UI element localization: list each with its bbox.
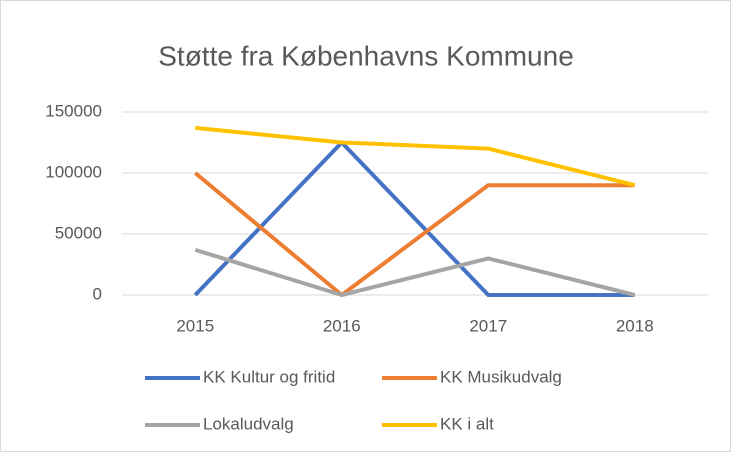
series-line <box>193 171 635 297</box>
y-tick-label: 150000 <box>45 101 102 120</box>
series-line <box>193 140 635 297</box>
series-line <box>195 125 636 188</box>
legend-label: Lokaludvalg <box>203 414 294 433</box>
legend-label: KK Kultur og fritid <box>203 367 335 386</box>
y-tick-label: 50000 <box>55 223 102 242</box>
y-tick-label: 100000 <box>45 162 102 181</box>
legend-label: KK Musikudvalg <box>440 367 562 386</box>
x-tick-label: 2015 <box>176 316 214 335</box>
series-line <box>194 247 636 297</box>
y-tick-label: 0 <box>93 284 102 303</box>
x-tick-label: 2016 <box>323 316 361 335</box>
x-tick-label: 2018 <box>616 316 654 335</box>
legend-label: KK i alt <box>440 414 494 433</box>
chart-title: Støtte fra Københavns Kommune <box>158 40 574 71</box>
x-tick-label: 2017 <box>469 316 507 335</box>
